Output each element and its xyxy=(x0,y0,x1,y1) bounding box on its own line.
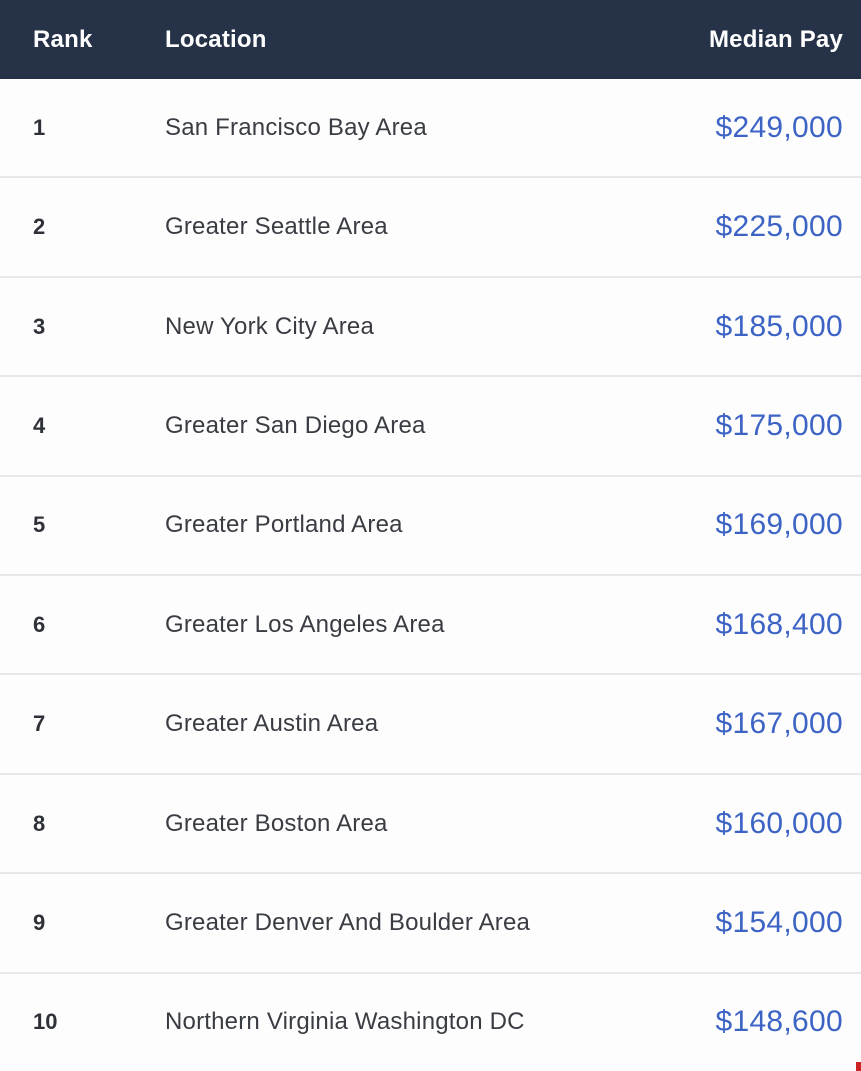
rank-cell: 10 xyxy=(33,1009,58,1035)
location-cell: Greater Austin Area xyxy=(165,710,379,738)
median-pay-cell: $167,000 xyxy=(715,707,843,741)
median-pay-cell: $169,000 xyxy=(715,508,843,542)
table-row: 6 Greater Los Angeles Area $168,400 xyxy=(0,574,861,674)
median-pay-cell: $249,000 xyxy=(715,110,843,144)
median-pay-cell: $225,000 xyxy=(715,210,843,244)
location-cell: Northern Virginia Washington DC xyxy=(165,1008,525,1036)
median-pay-cell: $148,600 xyxy=(715,1005,843,1039)
table-row: 9 Greater Denver And Boulder Area $154,0… xyxy=(0,872,861,972)
table-row: 10 Northern Virginia Washington DC $148,… xyxy=(0,971,861,1071)
table-body: 1 San Francisco Bay Area $249,000 2 Grea… xyxy=(0,79,861,1071)
rank-cell: 6 xyxy=(33,611,46,637)
table-row: 8 Greater Boston Area $160,000 xyxy=(0,772,861,873)
table-row: 7 Greater Austin Area $167,000 xyxy=(0,673,861,773)
location-cell: Greater San Diego Area xyxy=(165,411,426,439)
column-header-median-pay: Median Pay xyxy=(708,25,843,53)
location-cell: Greater Seattle Area xyxy=(165,213,388,241)
red-corner-artifact xyxy=(856,1062,861,1071)
table-row: 4 Greater San Diego Area $175,000 xyxy=(0,375,861,475)
table-row: 5 Greater Portland Area $169,000 xyxy=(0,474,861,575)
median-pay-cell: $185,000 xyxy=(715,309,843,343)
rank-cell: 4 xyxy=(33,412,46,438)
table-row: 2 Greater Seattle Area $225,000 xyxy=(0,176,861,276)
table-header-row: Rank Location Median Pay xyxy=(0,0,861,79)
column-header-location: Location xyxy=(165,25,267,53)
location-cell: Greater Portland Area xyxy=(165,511,403,539)
rank-cell: 2 xyxy=(33,214,46,240)
median-pay-cell: $168,400 xyxy=(715,607,843,641)
location-cell: Greater Denver And Boulder Area xyxy=(165,908,531,936)
location-cell: New York City Area xyxy=(165,312,375,340)
location-cell: San Francisco Bay Area xyxy=(165,113,427,141)
location-cell: Greater Los Angeles Area xyxy=(165,610,445,638)
location-cell: Greater Boston Area xyxy=(165,809,388,837)
rank-cell: 3 xyxy=(33,313,46,339)
rank-cell: 1 xyxy=(33,114,46,140)
rank-cell: 5 xyxy=(33,512,46,538)
median-pay-cell: $160,000 xyxy=(715,806,843,840)
rank-cell: 7 xyxy=(33,711,46,737)
rank-cell: 9 xyxy=(33,909,46,935)
median-pay-cell: $154,000 xyxy=(715,905,843,939)
column-header-rank: Rank xyxy=(33,25,93,53)
rank-cell: 8 xyxy=(33,810,46,836)
table-row: 3 New York City Area $185,000 xyxy=(0,275,861,376)
table-row: 1 San Francisco Bay Area $249,000 xyxy=(0,79,861,177)
median-pay-cell: $175,000 xyxy=(715,408,843,442)
